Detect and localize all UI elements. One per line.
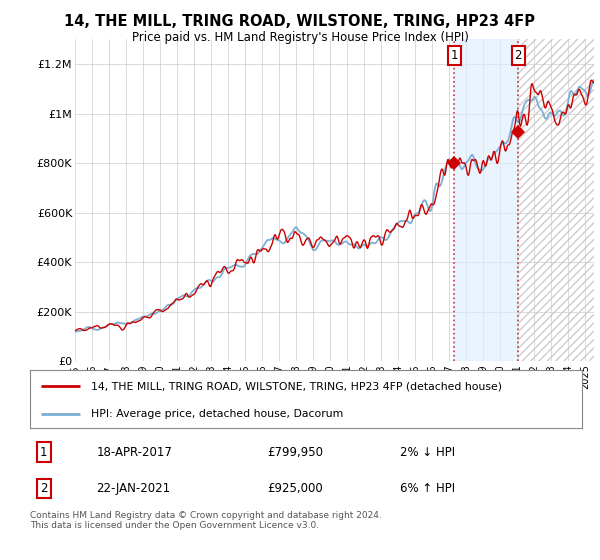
Text: 6% ↑ HPI: 6% ↑ HPI — [400, 482, 455, 495]
Text: £799,950: £799,950 — [268, 446, 323, 459]
Bar — [518, 39, 594, 361]
Text: 1: 1 — [451, 49, 458, 62]
Text: 22-JAN-2021: 22-JAN-2021 — [96, 482, 170, 495]
Text: £925,000: £925,000 — [268, 482, 323, 495]
Bar — [454, 39, 518, 361]
Text: 1: 1 — [40, 446, 47, 459]
Text: HPI: Average price, detached house, Dacorum: HPI: Average price, detached house, Daco… — [91, 409, 343, 419]
Text: Price paid vs. HM Land Registry's House Price Index (HPI): Price paid vs. HM Land Registry's House … — [131, 31, 469, 44]
Text: 18-APR-2017: 18-APR-2017 — [96, 446, 172, 459]
Text: 2: 2 — [515, 49, 522, 62]
Text: 14, THE MILL, TRING ROAD, WILSTONE, TRING, HP23 4FP (detached house): 14, THE MILL, TRING ROAD, WILSTONE, TRIN… — [91, 381, 502, 391]
Text: 14, THE MILL, TRING ROAD, WILSTONE, TRING, HP23 4FP: 14, THE MILL, TRING ROAD, WILSTONE, TRIN… — [65, 14, 536, 29]
Text: 2% ↓ HPI: 2% ↓ HPI — [400, 446, 455, 459]
Text: 2: 2 — [40, 482, 47, 495]
Text: Contains HM Land Registry data © Crown copyright and database right 2024.
This d: Contains HM Land Registry data © Crown c… — [30, 511, 382, 530]
Bar — [518, 39, 594, 361]
